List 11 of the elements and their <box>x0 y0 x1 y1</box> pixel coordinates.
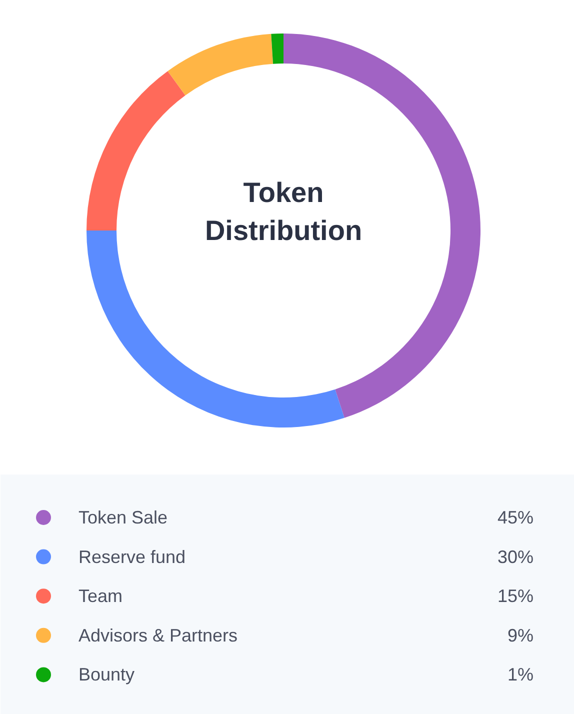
data-label: 15% <box>497 586 534 606</box>
legend-label: Bounty <box>78 664 135 685</box>
legend-label: Team <box>78 586 123 606</box>
data-label: 1% <box>507 664 534 685</box>
legend-label: Reserve fund <box>78 546 186 567</box>
data-label: 45% <box>497 508 534 528</box>
legend-label: Token Sale <box>78 508 168 528</box>
data-label: 30% <box>497 546 534 567</box>
data-label: 9% <box>507 625 534 646</box>
legend-label: Advisors & Partners <box>78 625 238 646</box>
text: Token Distribution <box>204 177 362 246</box>
